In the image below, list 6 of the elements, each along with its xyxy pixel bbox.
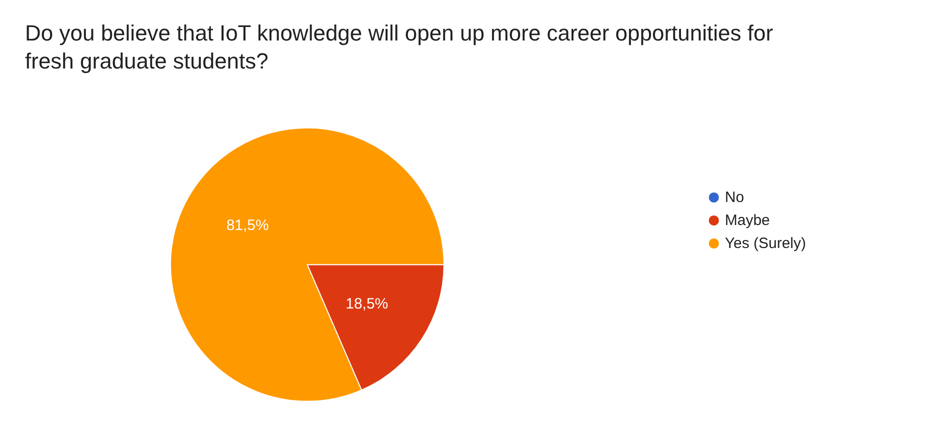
data-label: 18,5% <box>346 295 388 312</box>
chart-title: Do you believe that IoT knowledge will open up more career opportunities for fresh graduate students? <box>25 20 780 74</box>
legend-label: Yes (Surely) <box>724 235 806 252</box>
data-label: 81,5% <box>226 216 269 234</box>
legend-label: Maybe <box>724 212 770 229</box>
legend-label: No <box>724 189 744 206</box>
